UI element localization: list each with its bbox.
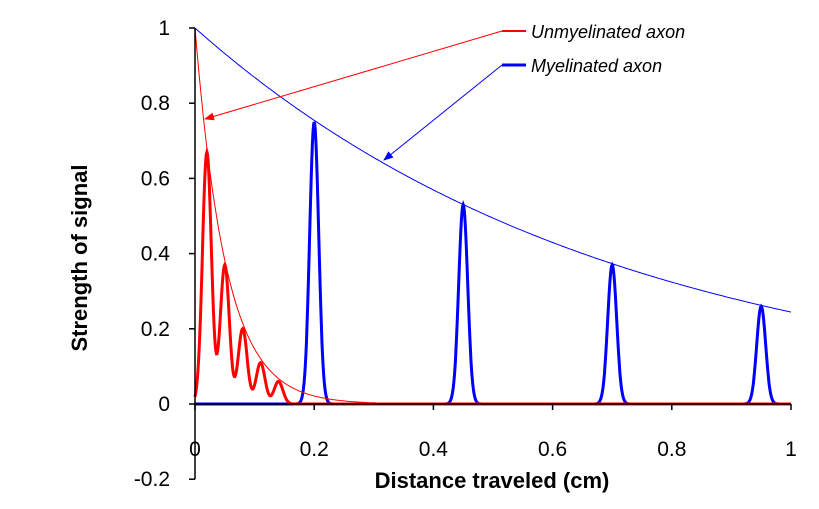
series-trace-unmyelinated: [193, 146, 791, 406]
y-axis-label: Strength of signal: [67, 165, 92, 352]
x-tick-label: 0.6: [538, 438, 567, 461]
y-tick-label: 0: [158, 393, 170, 416]
envelope-unmyelinated: [194, 27, 386, 404]
x-axis-label: Distance traveled (cm): [375, 468, 610, 493]
y-tick-label: 0.8: [141, 92, 170, 115]
legend-arrow: [383, 64, 503, 161]
series-trace-myelinated: [195, 121, 791, 406]
legend-arrow: [204, 30, 503, 121]
x-tick-label: 0: [189, 438, 201, 461]
y-tick-label: 1: [158, 17, 170, 40]
legend-label: Myelinated axon: [531, 56, 662, 76]
y-tick-label: 0.2: [141, 318, 170, 341]
x-tick-label: 0.2: [300, 438, 329, 461]
y-tick-label: -0.2: [134, 468, 170, 491]
y-tick-label: 0.4: [141, 243, 171, 266]
x-tick-label: 1: [785, 438, 797, 461]
legend-label: Unmyelinated axon: [531, 22, 685, 42]
envelope-myelinated: [194, 27, 792, 313]
x-tick-label: 0.4: [419, 438, 449, 461]
y-tick-label: 0.6: [141, 167, 170, 190]
x-tick-label: 0.8: [657, 438, 686, 461]
